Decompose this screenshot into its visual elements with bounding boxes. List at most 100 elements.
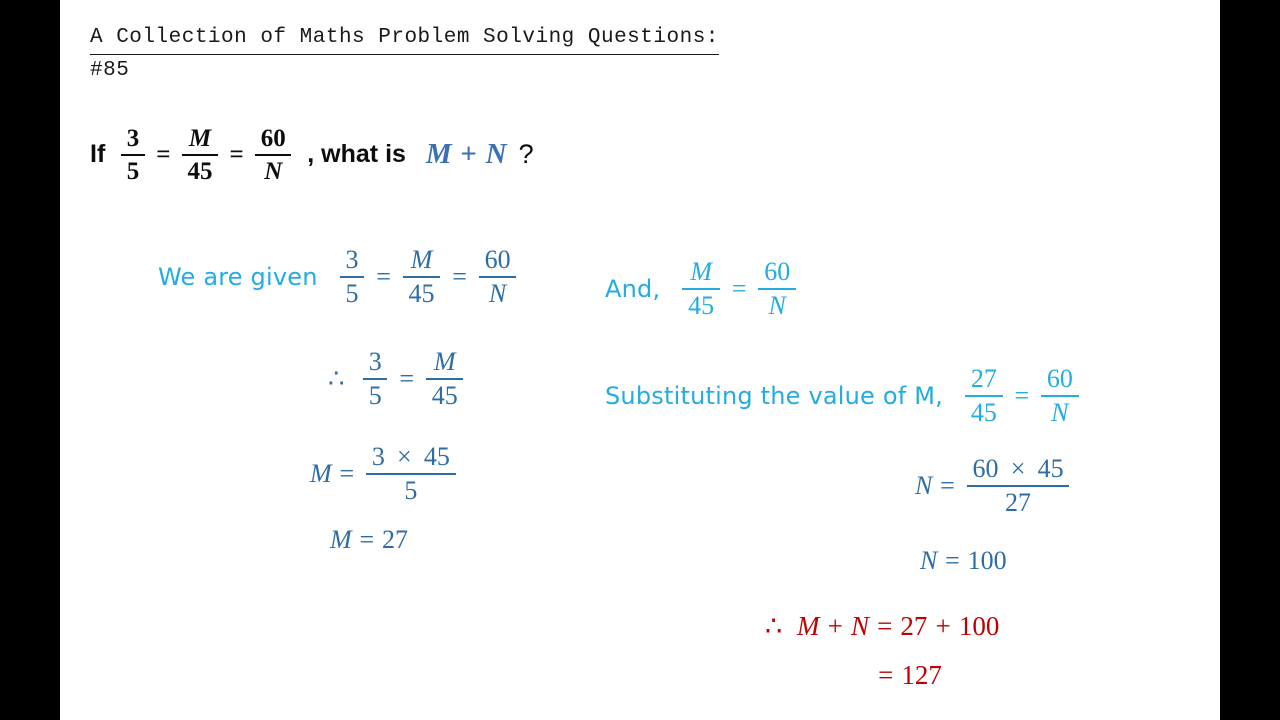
fraction-denominator: N	[488, 278, 507, 308]
fraction-denominator: 45	[970, 397, 997, 427]
multiply-sign: ×	[1010, 454, 1026, 483]
question-target-expression: M + N	[426, 138, 507, 171]
equals-sign: =	[731, 273, 747, 303]
n-expression-equation: N = 60 × 45 27	[915, 454, 1073, 517]
step-label: We are given	[158, 262, 318, 291]
fraction-bar	[402, 276, 441, 278]
fraction-bar	[339, 276, 365, 278]
plus-sign: +	[935, 611, 951, 641]
page-title: A Collection of Maths Problem Solving Qu…	[90, 24, 719, 55]
final-answer-value: 127	[901, 660, 942, 690]
fraction-bar	[366, 473, 456, 475]
fraction-numerator: M	[410, 245, 433, 274]
equals-sign: =	[339, 458, 355, 488]
final-answer-equation: = 127	[870, 660, 942, 691]
fraction-bar	[363, 378, 388, 380]
step-label: Substituting the value of M,	[605, 381, 943, 410]
fraction-bar	[682, 288, 720, 290]
fraction-denominator: N	[1051, 397, 1069, 427]
plus-sign: +	[460, 138, 477, 171]
multiply-sign: ×	[397, 442, 412, 471]
fraction-numerator: 60 × 45	[967, 454, 1070, 484]
number-3: 3	[371, 442, 385, 471]
fraction-bar	[1041, 395, 1079, 397]
step-n-value: N = 100	[920, 546, 1007, 576]
equals-sign: =	[399, 363, 415, 393]
m-expression-equation: M = 3 × 45 5	[310, 442, 460, 505]
fraction-numerator: M	[433, 347, 456, 376]
number-45: 45	[423, 442, 450, 471]
fraction-bar	[965, 395, 1003, 397]
fraction-numerator: 60	[764, 257, 791, 286]
fraction-numerator: 60	[1046, 364, 1073, 393]
value-27: 27	[900, 611, 928, 641]
value-100: 100	[958, 611, 1000, 641]
fraction-m-over-45: M 45	[182, 125, 219, 185]
fraction-denominator: 5	[368, 380, 382, 410]
fraction-numerator: 3	[126, 125, 140, 152]
letterbox-right-bar	[1220, 0, 1280, 720]
fraction-denominator: N	[264, 157, 283, 185]
fraction-m-over-45: M 45	[682, 257, 720, 320]
fraction-27-over-45: 27 45	[965, 364, 1003, 427]
step-conclusion: ∴ M + N = 27 + 100	[765, 611, 999, 642]
fraction-numerator: 60	[260, 125, 286, 152]
question-if-word: If	[90, 140, 106, 169]
fraction-denominator: 27	[1005, 487, 1032, 517]
fraction-60-over-n: 60 N	[255, 125, 292, 185]
step-m-expression: M = 3 × 45 5	[310, 442, 460, 505]
variable-n: N	[485, 138, 507, 171]
fraction-denominator: 45	[688, 290, 715, 320]
equals-sign: =	[229, 140, 244, 168]
equals-sign: =	[945, 546, 960, 575]
fraction-numerator: 3 × 45	[366, 442, 456, 472]
fraction-bar	[426, 378, 464, 380]
fraction-bar	[182, 154, 219, 156]
fraction-denominator: 5	[126, 157, 140, 185]
fraction-bar	[121, 154, 145, 156]
equals-sign: =	[940, 470, 955, 500]
number-45: 45	[1037, 454, 1064, 483]
substituting-equation: 27 45 = 60 N	[961, 364, 1083, 427]
fraction-numerator: M	[690, 257, 712, 286]
question-statement: If 3 5 = M 45 = 60 N	[90, 125, 534, 185]
fraction-numerator: 3	[368, 347, 382, 376]
fraction-3-times-45-over-5: 3 × 45 5	[366, 442, 456, 505]
step-we-are-given: We are given 3 5 = M 45 = 60 N	[158, 245, 521, 308]
variable-n: N	[915, 470, 933, 500]
question-what-is-text: , what is	[307, 140, 406, 169]
fraction-m-over-45: M 45	[402, 245, 441, 308]
fraction-denominator: 45	[408, 278, 435, 308]
number-60: 60	[972, 454, 999, 483]
equals-sign: =	[878, 660, 894, 690]
fraction-60-times-45-over-27: 60 × 45 27	[966, 454, 1070, 517]
value-100: 100	[967, 546, 1007, 575]
fraction-m-over-45: M 45	[426, 347, 464, 410]
fraction-denominator: 45	[187, 157, 213, 185]
variable-m: M	[310, 458, 332, 488]
fraction-three-fifths: 3 5	[339, 245, 365, 308]
given-equation: 3 5 = M 45 = 60 N	[336, 245, 521, 308]
fraction-bar	[478, 276, 517, 278]
step-label: And,	[605, 274, 661, 303]
question-number: #85	[90, 58, 130, 82]
fraction-denominator: 5	[404, 475, 418, 505]
step-therefore-three-fifths-equals-m-over-45: ∴ 3 5 = M 45	[328, 347, 468, 410]
fraction-three-fifths: 3 5	[121, 125, 145, 185]
equals-sign: =	[1014, 380, 1030, 410]
therefore-equation: ∴ 3 5 = M 45	[328, 347, 468, 410]
equals-sign: =	[452, 261, 467, 291]
question-mark: ?	[518, 139, 534, 170]
equals-sign: =	[376, 261, 391, 291]
step-and: And, M 45 = 60 N	[605, 257, 800, 320]
therefore-symbol: ∴	[328, 363, 345, 393]
fraction-60-over-n: 60 N	[758, 257, 796, 320]
fraction-60-over-n: 60 N	[1041, 364, 1079, 427]
m-value-equation: M = 27	[330, 525, 408, 555]
fraction-numerator: 3	[345, 245, 359, 274]
value-27: 27	[381, 525, 408, 554]
variable-m: M	[797, 611, 820, 641]
equals-sign: =	[877, 611, 893, 641]
step-substituting-value-of-m: Substituting the value of M, 27 45 = 60 …	[605, 364, 1083, 427]
